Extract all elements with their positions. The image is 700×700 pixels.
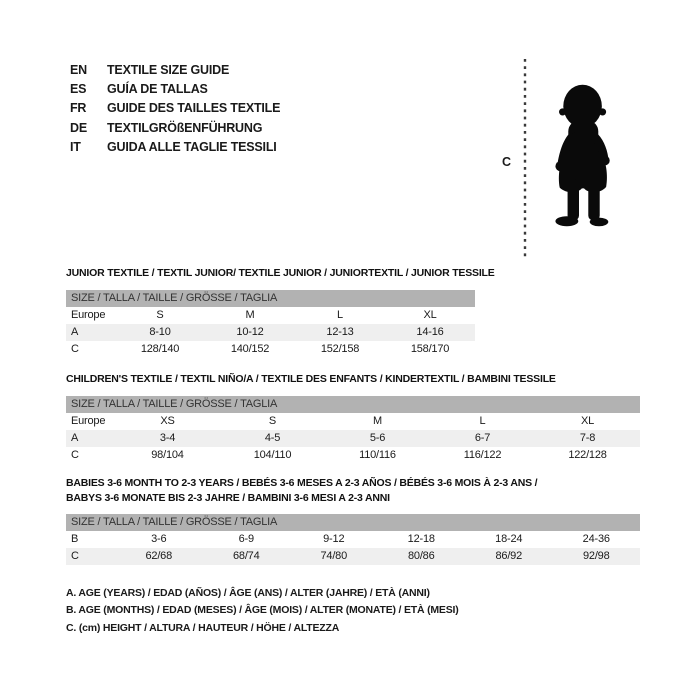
table-row: C 98/104 104/110 110/116 116/122 122/128 <box>66 447 640 464</box>
size-table-children: SIZE / TALLA / TAILLE / GRÖSSE / TAGLIA … <box>66 396 640 464</box>
language-row-it: IT GUIDA ALLE TAGLIE TESSILI <box>70 138 280 157</box>
value-cell: 128/140 <box>140 343 180 355</box>
value-cell: 4-5 <box>264 432 281 444</box>
value-cell: M <box>245 309 255 321</box>
legend-note-b: B. AGE (MONTHS) / EDAD (MESES) / ÂGE (MO… <box>66 604 459 617</box>
language-list: EN TEXTILE SIZE GUIDE ES GUÍA DE TALLAS … <box>70 61 280 157</box>
value-cell: 86/92 <box>495 550 523 562</box>
language-row-fr: FR GUIDE DES TAILLES TEXTILE <box>70 99 280 118</box>
height-measure-label: C <box>502 155 512 169</box>
section-title-children: CHILDREN'S TEXTILE / TEXTIL NIÑO/A / TEX… <box>66 373 556 385</box>
language-code: EN <box>70 63 87 77</box>
value-cell: 6-9 <box>238 533 255 545</box>
value-cell: 12-13 <box>326 326 354 338</box>
row-label-cell: B <box>71 533 79 545</box>
table-row: Europe XS S M L XL <box>66 413 640 430</box>
value-cell: 24-36 <box>582 533 610 545</box>
legend-notes: A. AGE (YEARS) / EDAD (AÑOS) / ÂGE (ANS)… <box>66 585 459 637</box>
value-cell: 6-7 <box>474 432 491 444</box>
value-cell: 92/98 <box>582 550 610 562</box>
legend-note-a: A. AGE (YEARS) / EDAD (AÑOS) / ÂGE (ANS)… <box>66 587 430 599</box>
language-label: GUÍA DE TALLAS <box>107 82 208 97</box>
table-body: Europe XS S M L XL A 3-4 4-5 5-6 6-7 7-8 C 98/104 104/… <box>66 413 640 464</box>
size-table-junior: SIZE / TALLA / TAILLE / GRÖSSE / TAGLIA … <box>66 290 475 358</box>
table-row: A 3-4 4-5 5-6 6-7 7-8 <box>66 430 640 447</box>
section-title-junior: JUNIOR TEXTILE / TEXTIL JUNIOR/ TEXTILE … <box>66 267 495 279</box>
language-row-en: EN TEXTILE SIZE GUIDE <box>70 61 280 80</box>
language-row-es: ES GUÍA DE TALLAS <box>70 80 280 99</box>
value-cell: 5-6 <box>369 432 386 444</box>
value-cell: XL <box>580 415 595 427</box>
table-row: C 62/68 68/74 74/80 80/86 86/92 92/98 <box>66 548 640 565</box>
language-code: ES <box>70 82 87 97</box>
value-cell: 68/74 <box>232 550 260 562</box>
language-row-de: DE TEXTILGRÖßENFÜHRUNG <box>70 119 280 138</box>
language-code: DE <box>70 120 87 135</box>
table-body: B 3-6 6-9 9-12 12-18 18-24 24-36 C 62/68 68/74 74/… <box>66 531 640 565</box>
value-cell: M <box>373 415 382 427</box>
value-cell: 80/86 <box>407 550 435 562</box>
value-cell: 116/122 <box>463 449 502 461</box>
table-header-bar: SIZE / TALLA / TAILLE / GRÖSSE / TAGLIA <box>66 290 475 307</box>
row-label-cell: Europe <box>71 309 106 321</box>
value-cell: S <box>268 415 277 427</box>
value-cell: S <box>156 309 164 321</box>
language-code: IT <box>70 139 81 154</box>
row-label-cell: C <box>71 343 79 355</box>
value-cell: 8-10 <box>149 326 171 338</box>
value-cell: 7-8 <box>579 432 596 444</box>
value-cell: XL <box>423 309 437 321</box>
row-label-cell: C <box>71 449 79 461</box>
language-label: TEXTILE SIZE GUIDE <box>107 63 230 77</box>
value-cell: XS <box>160 415 175 427</box>
value-cell: 12-18 <box>407 533 435 545</box>
value-cell: 98/104 <box>151 449 184 461</box>
table-body: Europe S M L XL A 8-10 10-12 12-13 14-16 C 128/140 1… <box>66 307 475 358</box>
language-label: GUIDE DES TAILLES TEXTILE <box>107 101 281 116</box>
value-cell: 62/68 <box>145 550 173 562</box>
value-cell: 9-12 <box>323 533 345 545</box>
value-cell: 10-12 <box>236 326 264 338</box>
baby-silhouette-icon <box>555 84 610 227</box>
language-label: GUIDA ALLE TAGLIE TESSILI <box>107 139 277 154</box>
size-table-babies: SIZE / TALLA / TAILLE / GRÖSSE / TAGLIA … <box>66 514 640 565</box>
table-row: Europe S M L XL <box>66 307 475 324</box>
height-dashed-line-icon <box>523 59 527 258</box>
value-cell: 122/128 <box>568 449 607 461</box>
value-cell: 158/170 <box>410 343 450 355</box>
section-title-babies: BABIES 3-6 MONTH TO 2-3 YEARS / BEBÉS 3-… <box>66 477 538 504</box>
value-cell: L <box>479 415 486 427</box>
value-cell: 74/80 <box>320 550 348 562</box>
legend-note-c: C. (cm) HEIGHT / ALTURA / HAUTEUR / HÖHE… <box>66 621 340 634</box>
table-header-bar: SIZE / TALLA / TAILLE / GRÖSSE / TAGLIA <box>66 396 640 413</box>
value-cell: 110/116 <box>359 449 396 461</box>
value-cell: 140/152 <box>230 343 270 355</box>
row-label-cell: A <box>71 432 79 444</box>
row-label-cell: A <box>71 326 79 338</box>
value-cell: 3-4 <box>159 432 176 444</box>
value-cell: 3-6 <box>151 533 167 545</box>
table-row: A 8-10 10-12 12-13 14-16 <box>66 324 475 341</box>
table-row: B 3-6 6-9 9-12 12-18 18-24 24-36 <box>66 531 640 548</box>
value-cell: 18-24 <box>495 533 523 545</box>
table-header-bar: SIZE / TALLA / TAILLE / GRÖSSE / TAGLIA <box>66 514 640 531</box>
value-cell: 152/158 <box>320 343 360 355</box>
value-cell: 14-16 <box>416 326 444 338</box>
row-label-cell: Europe <box>71 415 106 427</box>
row-label-cell: C <box>71 550 79 562</box>
value-cell: L <box>337 309 343 321</box>
language-label: TEXTILGRÖßENFÜHRUNG <box>107 120 263 135</box>
language-code: FR <box>70 101 87 116</box>
value-cell: 104/110 <box>253 449 292 461</box>
table-row: C 128/140 140/152 152/158 158/170 <box>66 341 475 358</box>
